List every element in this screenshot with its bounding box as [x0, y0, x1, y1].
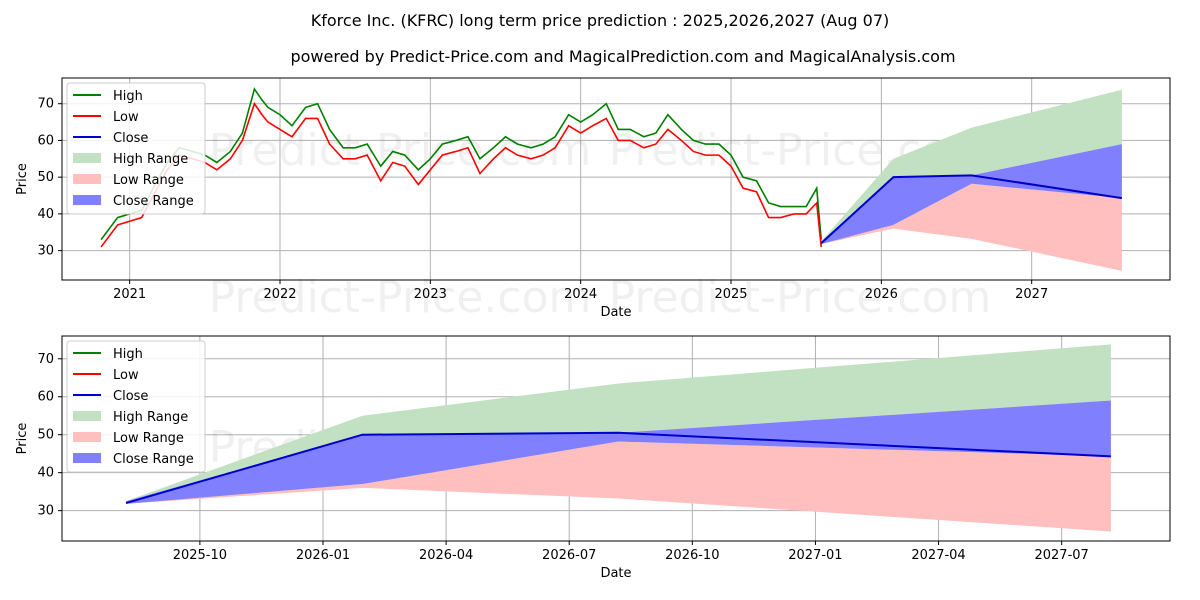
- legend-label: High: [113, 89, 143, 104]
- legend-label: Close: [113, 131, 148, 146]
- legend: High Low Close High Range Low Range Close Ran…: [66, 82, 206, 215]
- legend-label: High Range: [113, 152, 188, 167]
- close-range-band: [821, 144, 1122, 245]
- legend-label: High: [113, 347, 143, 362]
- chart-subtitle: powered by Predict-Price.com and Magical…: [290, 47, 955, 66]
- high-line: [100, 87, 823, 241]
- low-line: [100, 101, 823, 248]
- x-tick-label: 2021: [113, 287, 146, 302]
- x-axis-label: Date: [600, 566, 631, 581]
- legend-box: [66, 340, 206, 473]
- low-range-band: [126, 441, 1111, 532]
- x-tick-label: 2026-04: [419, 548, 473, 563]
- x-tick-label: 2026-01: [296, 548, 350, 563]
- y-tick-label: 40: [37, 207, 54, 222]
- y-tick-label: 50: [37, 170, 54, 185]
- legend-swatch: [73, 195, 101, 205]
- bottom-panel: 30 40 50 60 70 2025-10 2026-01 2026-04 2026-07 20…: [15, 335, 1171, 581]
- chart-title: Kforce Inc. (KFRC) long term price predi…: [311, 11, 889, 30]
- legend-label: Close: [113, 389, 148, 404]
- close-line: [125, 431, 1111, 504]
- x-tick-label: 2022: [263, 287, 296, 302]
- y-tick-label: 30: [37, 244, 54, 259]
- legend-label: Low: [113, 368, 139, 383]
- high-range-band: [126, 344, 1111, 502]
- legend-label: Low Range: [113, 173, 184, 188]
- y-axis-label: Price: [15, 423, 30, 455]
- close-range-band: [126, 400, 1111, 504]
- x-tick-label: 2027-07: [1034, 548, 1088, 563]
- legend-swatch: [73, 174, 101, 184]
- legend: High Low Close High Range Low Range Close Ran…: [66, 340, 206, 473]
- y-tick-label: 30: [37, 504, 54, 519]
- x-tick-label: 2026-07: [542, 548, 596, 563]
- low-range-band: [821, 183, 1122, 271]
- y-tick-label: 70: [37, 352, 54, 367]
- x-tick-label: 2027-01: [788, 548, 842, 563]
- x-tick-label: 2025: [714, 287, 747, 302]
- x-tick-label: 2026: [865, 287, 898, 302]
- legend-swatch: [73, 153, 101, 163]
- legend-swatch: [73, 411, 101, 421]
- x-axis-label: Date: [600, 305, 631, 320]
- watermark: Predict-Price.com: [209, 125, 592, 176]
- y-tick-label: 60: [37, 133, 54, 148]
- legend-label: Close Range: [113, 452, 194, 467]
- legend-label: Low: [113, 110, 139, 125]
- x-tick-label: 2023: [414, 287, 447, 302]
- legend-swatch: [73, 453, 101, 463]
- legend-label: Close Range: [113, 194, 194, 209]
- high-range-band: [821, 89, 1122, 242]
- axes-frame: [61, 335, 1171, 542]
- y-axis-label: Price: [15, 163, 30, 195]
- x-tick-label: 2027: [1015, 287, 1048, 302]
- legend-box: [66, 82, 206, 215]
- legend-label: Low Range: [113, 431, 184, 446]
- x-tick-label: 2025-10: [173, 548, 227, 563]
- x-tick-label: 2026-10: [665, 548, 719, 563]
- legend-label: High Range: [113, 410, 188, 425]
- x-tick-label: 2024: [564, 287, 597, 302]
- close-line: [820, 174, 1123, 245]
- legend-swatch: [73, 432, 101, 442]
- x-tick-label: 2027-04: [911, 548, 965, 563]
- y-tick-label: 60: [37, 390, 54, 405]
- y-tick-label: 50: [37, 428, 54, 443]
- y-tick-label: 70: [37, 97, 54, 112]
- axes-frame: [61, 77, 1171, 281]
- top-panel: 30 40 50 60 70 2021 2022 2023 2024 2025 2026 2027 Pr…: [15, 77, 1171, 323]
- y-tick-label: 40: [37, 466, 54, 481]
